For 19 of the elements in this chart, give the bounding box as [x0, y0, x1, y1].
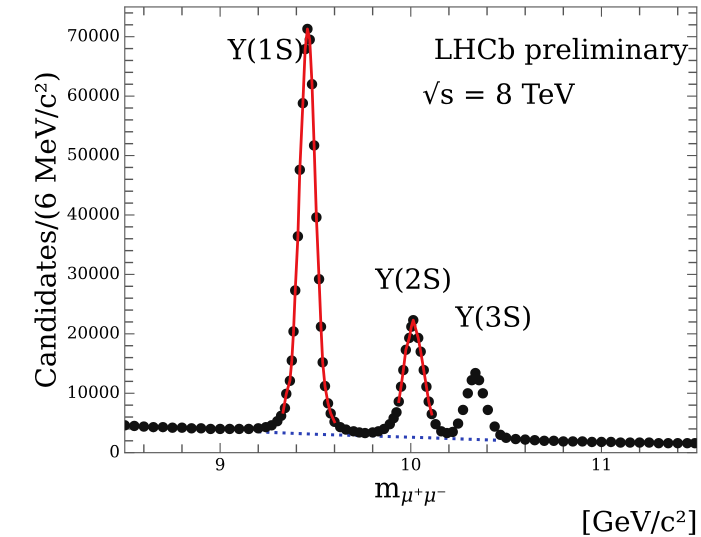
y-tick-label: 60000 — [68, 88, 119, 101]
annotation: Υ(2S) — [374, 268, 450, 294]
y-tick-label: 0 — [110, 444, 119, 458]
annotation: LHCb preliminary — [435, 38, 688, 66]
y-tick-label: 40000 — [67, 207, 119, 220]
x-tick-label: 9 — [216, 458, 224, 470]
y-tick-label: 30000 — [68, 266, 119, 280]
annotation: Υ(1S) — [227, 38, 302, 64]
annotation: √s = 8 TeV — [423, 81, 575, 104]
y-tick-label: 20000 — [68, 326, 119, 339]
text: [GeV/c²] — [583, 510, 696, 535]
x-tick-label: 11 — [592, 458, 610, 470]
y-tick-label: 10000 — [68, 385, 119, 398]
x-axis-title: m$_{μ⁺μ⁻}$ — [375, 482, 446, 506]
y-tick-label: 70000 — [68, 28, 119, 42]
x-tick-label: 10 — [402, 458, 420, 470]
y-axis-title: Candidates/(6 MeV/c²) — [34, 73, 60, 387]
y-tick-label: 50000 — [68, 148, 119, 160]
annotation: Υ(3S) — [455, 306, 530, 331]
